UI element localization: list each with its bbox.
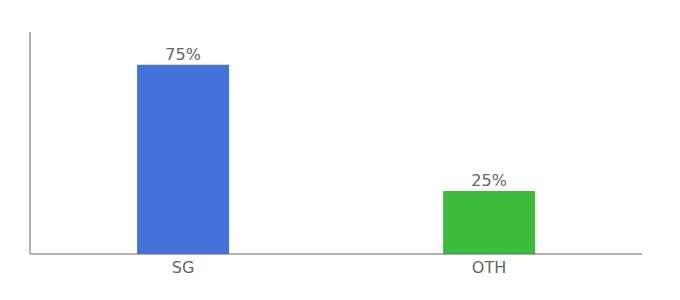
svg-text:OTH: OTH [472,258,506,277]
svg-text:SG: SG [172,258,195,277]
svg-text:25%: 25% [471,171,507,190]
svg-text:75%: 75% [165,45,201,64]
